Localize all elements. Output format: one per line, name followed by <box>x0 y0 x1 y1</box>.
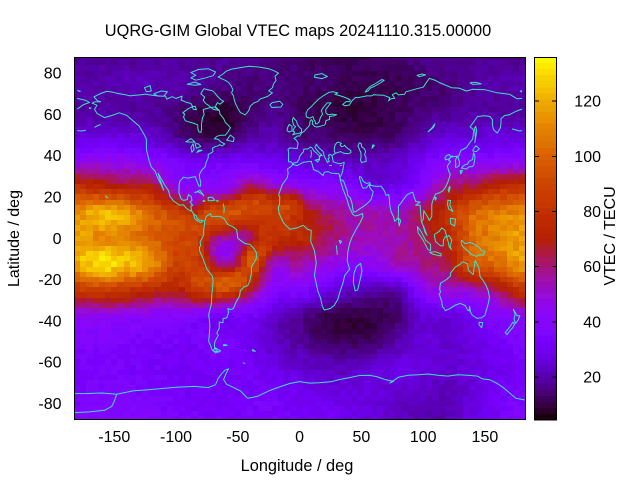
svg-text:-100: -100 <box>160 429 192 446</box>
svg-text:40: 40 <box>583 314 601 331</box>
svg-text:40: 40 <box>44 148 62 165</box>
svg-text:-60: -60 <box>38 355 61 372</box>
svg-text:Latitude / deg: Latitude / deg <box>6 190 23 287</box>
svg-text:50: 50 <box>353 429 371 446</box>
svg-text:-50: -50 <box>226 429 249 446</box>
svg-text:100: 100 <box>574 149 601 166</box>
svg-text:20: 20 <box>44 190 62 207</box>
svg-text:60: 60 <box>44 107 62 124</box>
svg-text:-40: -40 <box>38 313 61 330</box>
svg-text:80: 80 <box>583 204 601 221</box>
svg-text:100: 100 <box>410 429 437 446</box>
svg-text:-20: -20 <box>38 272 61 289</box>
svg-text:-80: -80 <box>38 396 61 413</box>
svg-text:150: 150 <box>472 429 499 446</box>
svg-text:-150: -150 <box>98 429 130 446</box>
svg-text:Longitude / deg: Longitude / deg <box>241 457 354 475</box>
svg-text:0: 0 <box>295 429 304 446</box>
svg-text:60: 60 <box>583 259 601 276</box>
svg-text:UQRG-GIM Global VTEC maps 2024: UQRG-GIM Global VTEC maps 20241110.315.0… <box>105 22 491 40</box>
svg-text:0: 0 <box>53 231 62 248</box>
svg-text:120: 120 <box>574 94 601 111</box>
svg-text:20: 20 <box>583 370 601 387</box>
svg-text:VTEC / TECU: VTEC / TECU <box>602 186 619 285</box>
svg-text:80: 80 <box>44 66 62 83</box>
